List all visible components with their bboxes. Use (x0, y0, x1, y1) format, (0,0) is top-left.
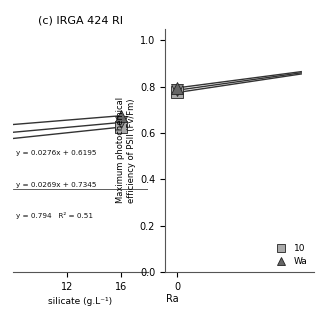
Text: y = 0.794   R² = 0.51: y = 0.794 R² = 0.51 (15, 212, 92, 220)
Text: y = 0.0269x + 0.7345: y = 0.0269x + 0.7345 (15, 182, 96, 188)
Title: (c) IRGA 424 RI: (c) IRGA 424 RI (38, 15, 123, 25)
Y-axis label: Maximum photochemical
efficiency of PSII (Fv/Fm): Maximum photochemical efficiency of PSII… (116, 97, 136, 204)
Legend: 10, Wa: 10, Wa (270, 242, 309, 268)
X-axis label: Ra: Ra (166, 294, 179, 304)
Text: y = 0.0276x + 0.6195: y = 0.0276x + 0.6195 (15, 150, 96, 156)
X-axis label: silicate (g.L⁻¹): silicate (g.L⁻¹) (48, 297, 112, 306)
